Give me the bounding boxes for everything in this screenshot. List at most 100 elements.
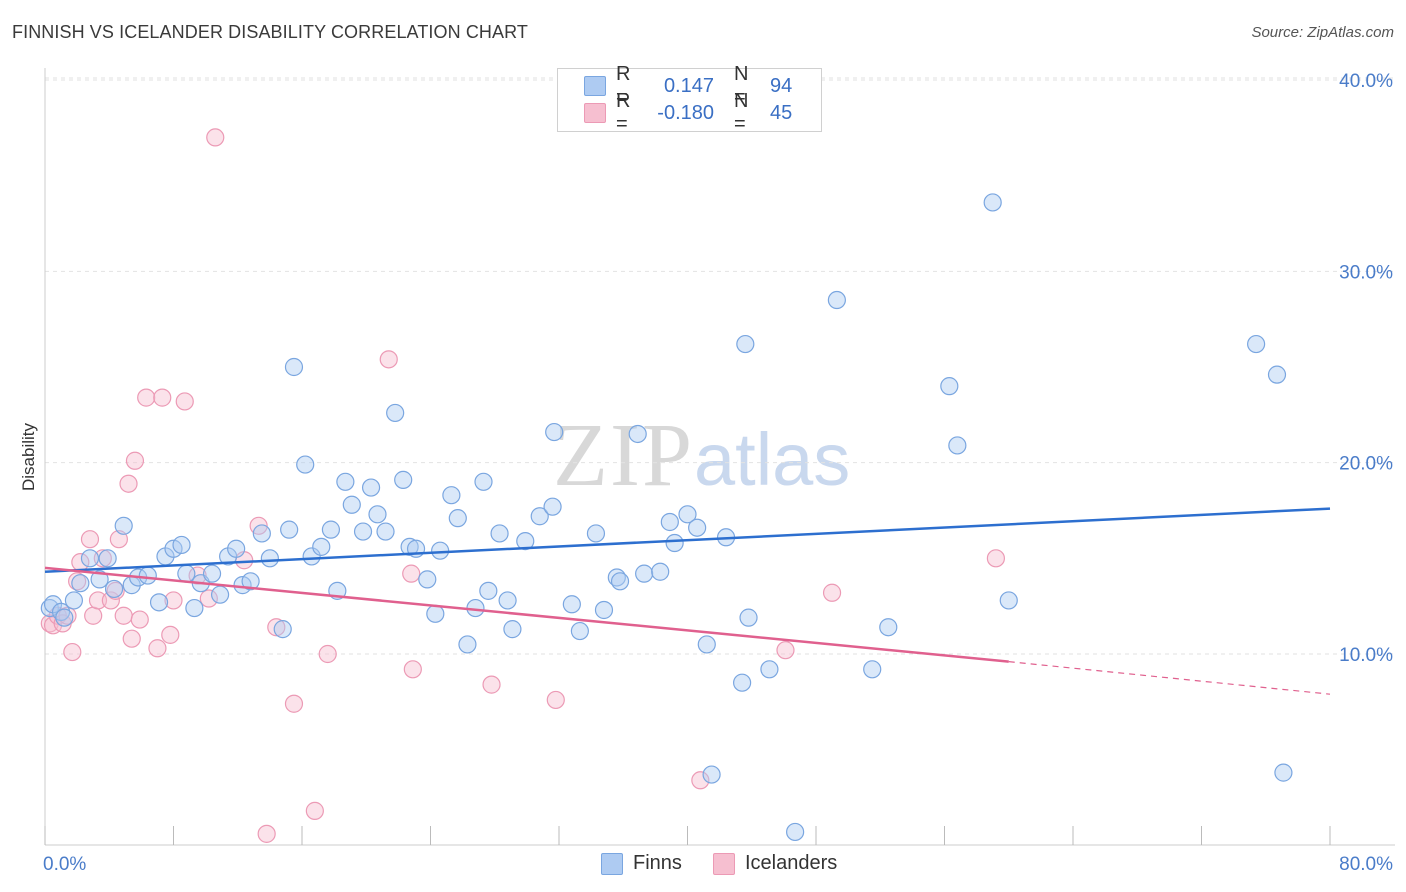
legend-r-value: -0.180: [657, 101, 714, 124]
finns-points: [40, 193, 1293, 842]
icelanders-point: [776, 641, 795, 660]
finns-point: [688, 518, 707, 537]
tick-labels: 10.0% 20.0% 30.0% 40.0% 0.0% 80.0%: [43, 71, 1393, 875]
y-tick-label: 10.0%: [1339, 645, 1393, 666]
icelanders-trend-line: [44, 566, 1009, 663]
finns-point: [241, 572, 260, 591]
finns-point: [252, 524, 271, 543]
icelanders-point: [80, 530, 100, 549]
icelanders-point: [986, 549, 1006, 568]
icelanders-point: [93, 549, 112, 568]
finns-point: [80, 549, 100, 568]
icelanders-point: [379, 350, 398, 369]
watermark-atlas: atlas: [694, 418, 851, 501]
x-tick-label: 80.0%: [1339, 854, 1393, 875]
finns-point: [628, 424, 647, 444]
axes: [44, 68, 1395, 846]
icelanders-point: [119, 474, 138, 493]
finns-point: [651, 562, 670, 581]
finns-point: [678, 505, 697, 524]
correlation-legend: R = 0.147 N = 94 R = -0.180 N = 45: [557, 63, 822, 135]
finns-point: [284, 357, 304, 377]
finns-point: [448, 509, 467, 528]
icelanders-point: [691, 771, 710, 790]
y-tick-label: 20.0%: [1339, 454, 1393, 475]
finns-point: [376, 522, 395, 541]
icelanders-point: [137, 388, 156, 407]
icelanders-swatch: [584, 103, 606, 123]
finns-point: [312, 537, 331, 556]
finns-point: [702, 765, 721, 784]
legend-n-label: N =: [734, 63, 749, 108]
finns-point: [353, 522, 373, 541]
legend-r-label: R =: [616, 90, 631, 135]
y-tick-label: 30.0%: [1339, 262, 1393, 283]
finns-point: [104, 579, 124, 599]
finns-point: [64, 591, 84, 610]
icelanders-point: [206, 128, 225, 147]
icelanders-label: Icelanders: [745, 852, 838, 874]
legend-r-label: R =: [616, 63, 631, 108]
icelanders-trend-extension: [1008, 661, 1331, 695]
finns-point: [273, 620, 292, 639]
finns-point: [490, 524, 509, 543]
finns-point: [940, 377, 959, 396]
icelanders-point: [267, 618, 286, 637]
finns-point: [665, 533, 684, 553]
icelanders-point: [63, 642, 82, 662]
icelanders-point: [114, 606, 133, 625]
finns-point: [202, 564, 222, 583]
finns-point: [948, 436, 967, 455]
finns-point: [879, 618, 898, 637]
finns-point: [660, 512, 679, 532]
icelanders-point: [88, 591, 108, 610]
finns-point: [227, 539, 246, 558]
y-tick-label: 40.0%: [1339, 71, 1393, 92]
finns-point: [71, 574, 90, 593]
finns-point: [442, 486, 461, 505]
icelanders-point: [164, 591, 183, 610]
finns-point: [149, 593, 169, 612]
icelanders-point: [125, 451, 145, 470]
finns-point: [431, 541, 450, 560]
finns-point: [1247, 334, 1266, 354]
finns-point: [610, 572, 630, 591]
finns-point: [172, 535, 191, 555]
icelanders-point: [122, 629, 141, 648]
finns-label: Finns: [633, 852, 682, 874]
icelanders-point: [101, 591, 120, 610]
finns-point: [98, 549, 117, 568]
finns-point: [321, 520, 341, 539]
finns-swatch: [584, 76, 606, 96]
chart-title: FINNISH VS ICELANDER DISABILITY CORRELAT…: [12, 22, 529, 42]
legend-n-label: N =: [734, 90, 749, 135]
finns-point: [342, 495, 361, 514]
icelanders-point: [109, 530, 128, 549]
finns-point: [479, 581, 498, 600]
finns-point: [1267, 365, 1287, 384]
icelanders-point: [130, 610, 149, 629]
finns-point: [280, 520, 299, 539]
finns-point: [1274, 763, 1293, 782]
watermark-zip: ZIP: [553, 406, 694, 505]
finns-point: [302, 547, 321, 566]
icelanders-point: [199, 589, 218, 608]
legend-n-value: 94: [770, 74, 793, 97]
icelanders-point: [284, 694, 304, 713]
finns-swatch: [601, 853, 623, 875]
icelanders-point: [68, 572, 87, 591]
finns-point: [361, 478, 381, 497]
finns-point: [498, 591, 517, 610]
watermark: ZIPatlas: [553, 404, 850, 507]
finns-point: [51, 602, 71, 622]
finns-point: [543, 497, 562, 516]
icelanders-point: [822, 583, 842, 602]
finns-point: [594, 600, 614, 620]
icelanders-point: [148, 639, 167, 658]
source-label: Source: ZipAtlas.com: [1251, 24, 1394, 41]
finns-point: [586, 524, 606, 543]
finns-point: [503, 620, 522, 639]
finns-point: [739, 608, 758, 627]
finns-point: [260, 549, 279, 568]
